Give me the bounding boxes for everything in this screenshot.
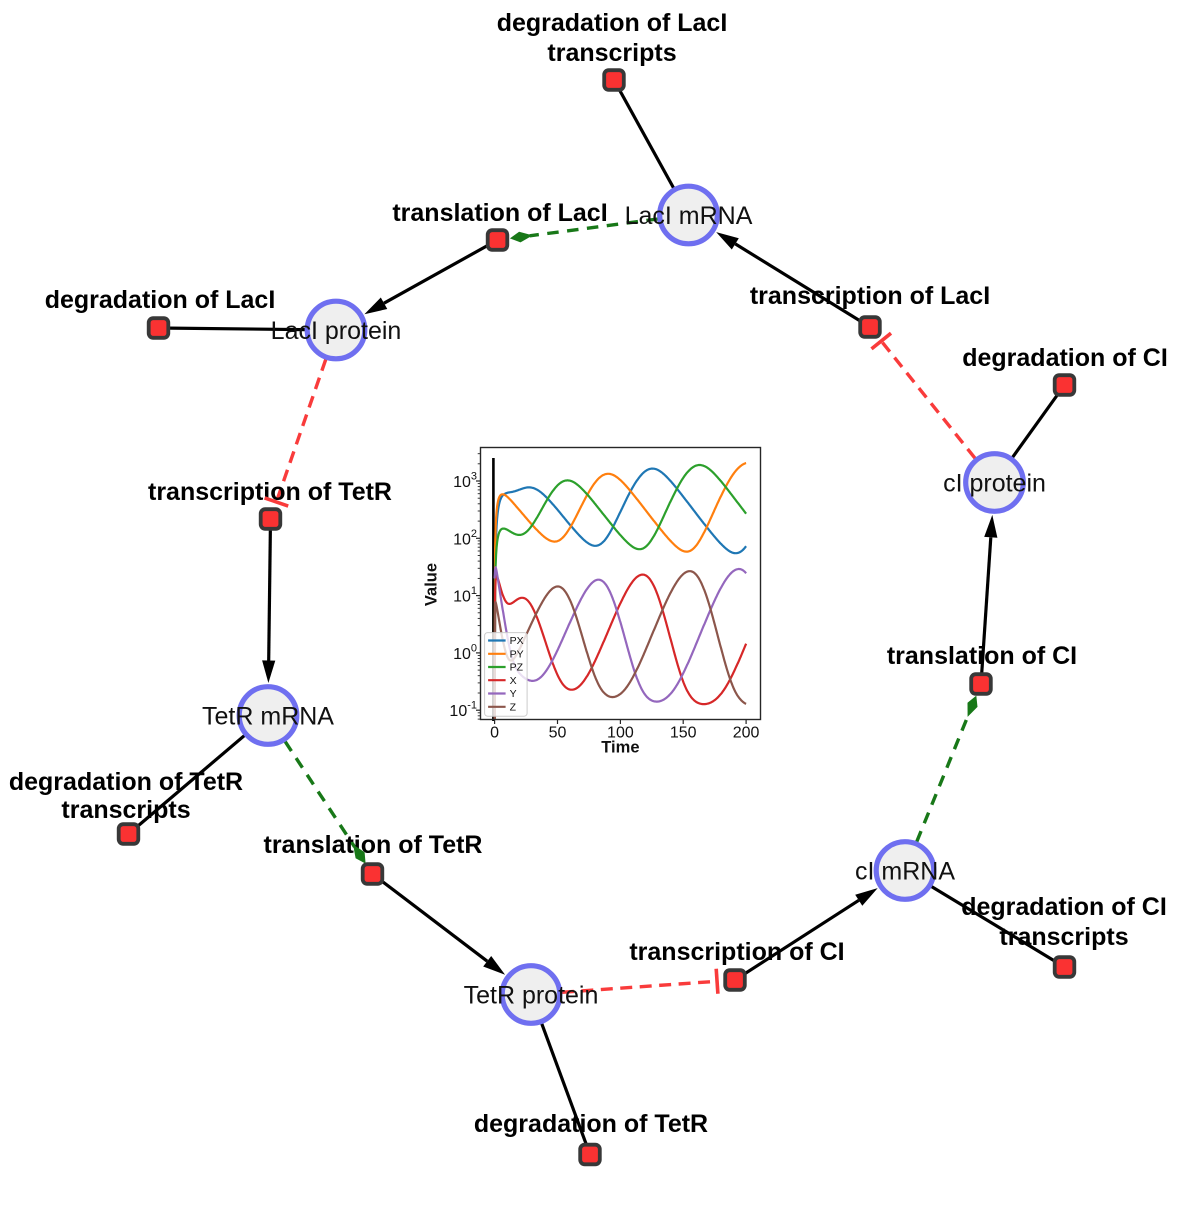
- svg-text:transcripts: transcripts: [547, 39, 676, 67]
- svg-text:degradation of LacI: degradation of LacI: [497, 9, 728, 37]
- svg-text:translation of CI: translation of CI: [887, 642, 1077, 670]
- svg-text:PX: PX: [510, 635, 524, 647]
- svg-text:50: 50: [549, 725, 567, 742]
- svg-text:150: 150: [670, 725, 697, 742]
- svg-text:translation of LacI: translation of LacI: [392, 199, 607, 227]
- svg-text:degradation of LacI: degradation of LacI: [45, 286, 276, 314]
- svg-text:LacI mRNA: LacI mRNA: [625, 202, 753, 230]
- svg-text:LacI protein: LacI protein: [271, 317, 402, 345]
- svg-text:transcription of TetR: transcription of TetR: [148, 478, 392, 506]
- svg-text:transcripts: transcripts: [999, 923, 1128, 951]
- svg-text:100: 100: [607, 725, 634, 742]
- svg-text:transcription of CI: transcription of CI: [629, 938, 844, 966]
- svg-text:Z: Z: [510, 701, 517, 713]
- svg-text:cI mRNA: cI mRNA: [855, 858, 955, 886]
- svg-text:0: 0: [490, 725, 499, 742]
- svg-text:Y: Y: [510, 688, 517, 700]
- svg-text:degradation of CI: degradation of CI: [961, 893, 1167, 921]
- svg-text:TetR protein: TetR protein: [464, 982, 599, 1010]
- svg-text:transcripts: transcripts: [61, 796, 190, 824]
- svg-text:TetR mRNA: TetR mRNA: [202, 703, 334, 731]
- svg-text:X: X: [510, 675, 517, 687]
- svg-text:Value: Value: [423, 563, 441, 606]
- svg-text:PZ: PZ: [510, 662, 524, 674]
- svg-text:degradation of CI: degradation of CI: [962, 344, 1168, 372]
- svg-text:PY: PY: [510, 648, 524, 660]
- svg-text:cI protein: cI protein: [943, 470, 1046, 498]
- svg-text:200: 200: [733, 725, 760, 742]
- svg-text:translation of TetR: translation of TetR: [264, 831, 483, 859]
- svg-text:degradation of TetR: degradation of TetR: [9, 768, 243, 796]
- svg-text:degradation of TetR: degradation of TetR: [474, 1110, 708, 1138]
- svg-text:transcription of LacI: transcription of LacI: [750, 282, 990, 310]
- svg-text:Time: Time: [601, 739, 639, 757]
